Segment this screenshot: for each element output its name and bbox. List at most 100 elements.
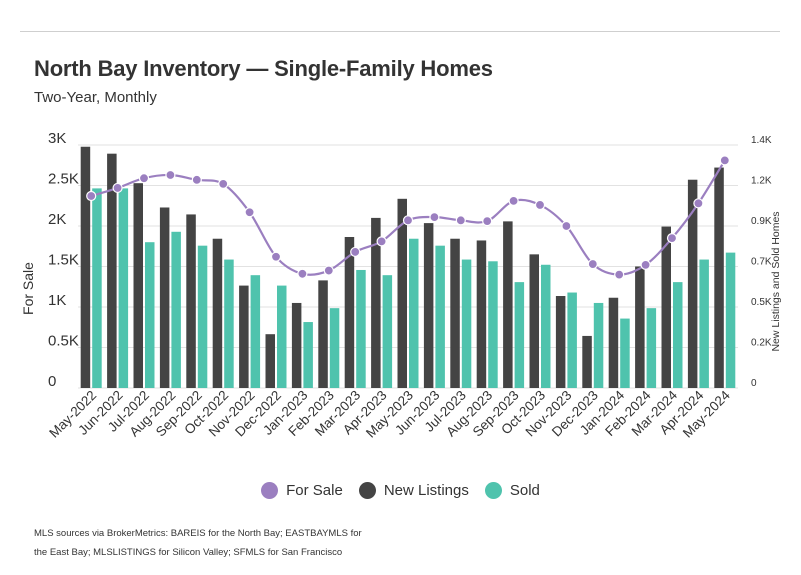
y-tick-label: 1K xyxy=(48,292,66,309)
bar-sold xyxy=(329,308,340,388)
bar-new-listings xyxy=(555,296,566,388)
bar-new-listings xyxy=(133,183,143,388)
y2-tick-label: 0.7K xyxy=(751,257,772,268)
point-for-sale xyxy=(350,246,361,258)
point-for-sale xyxy=(402,215,414,226)
bar-new-listings xyxy=(239,285,249,388)
bar-sold xyxy=(593,302,604,388)
bar-new-listings xyxy=(582,335,592,388)
bar-sold xyxy=(620,318,630,388)
combo-chart: 0 0 0.5K 0.2K 1K 0.5K 1.5K 0.7K 2K 0.9K 2.5K 1.2K 3K… xyxy=(20,130,782,441)
bar-new-listings xyxy=(450,238,460,388)
top-divider xyxy=(20,31,780,32)
point-for-sale xyxy=(165,169,176,181)
point-for-sale xyxy=(244,207,255,218)
bar-new-listings xyxy=(635,266,645,388)
bar-new-listings xyxy=(529,254,539,388)
legend-label-sold: Sold xyxy=(509,482,540,499)
bar-sold xyxy=(435,245,445,388)
point-for-sale xyxy=(666,233,678,244)
bar-new-listings xyxy=(661,226,671,388)
point-for-sale xyxy=(455,215,466,226)
bar-new-listings xyxy=(714,167,724,388)
point-for-sale xyxy=(561,220,572,232)
bar-sold xyxy=(356,269,366,388)
bar-new-listings xyxy=(397,198,407,388)
legend-swatch-for-sale xyxy=(261,482,279,499)
bar-sold xyxy=(514,282,525,388)
bar-sold xyxy=(92,188,102,388)
bar-sold xyxy=(303,322,313,388)
bar-new-listings xyxy=(186,214,196,388)
legend-item-sold: Sold xyxy=(484,482,540,499)
point-for-sale xyxy=(508,195,519,206)
point-for-sale xyxy=(693,198,704,209)
bar-new-listings xyxy=(503,221,513,388)
point-for-sale xyxy=(191,174,202,185)
y2-tick-label: 0.5K xyxy=(751,297,772,308)
bar-sold xyxy=(382,275,393,388)
bar-new-listings xyxy=(318,280,328,388)
bar-new-listings xyxy=(107,153,117,388)
point-for-sale xyxy=(719,155,730,166)
bar-sold xyxy=(277,285,287,388)
bar-new-listings xyxy=(608,297,619,388)
bar-new-listings xyxy=(212,238,223,388)
y2-axis-title: New Listings and Sold Homes xyxy=(770,211,782,351)
chart-legend: For Sale New Listings Sold xyxy=(0,482,801,499)
point-for-sale xyxy=(297,268,308,279)
point-for-sale xyxy=(587,258,598,270)
bar-sold xyxy=(673,282,683,388)
bar-new-listings xyxy=(344,236,355,388)
y2-tick-label: 1.2K xyxy=(751,176,772,187)
point-for-sale xyxy=(323,265,334,276)
bar-new-listings xyxy=(476,240,487,388)
point-for-sale xyxy=(640,259,651,270)
chart-title: North Bay Inventory — Single-Family Home… xyxy=(34,56,493,81)
y-tick-label: 0 xyxy=(48,373,56,390)
y-tick-label: 1.5K xyxy=(48,252,79,269)
chart-subtitle: Two-Year, Monthly xyxy=(34,89,157,106)
point-for-sale xyxy=(482,216,493,227)
y2-tick-label: 0 xyxy=(751,378,757,389)
bar-new-listings xyxy=(159,207,170,388)
bar-sold xyxy=(250,275,261,388)
y2-tick-label: 1.4K xyxy=(751,135,772,146)
legend-swatch-sold xyxy=(484,482,502,499)
point-for-sale xyxy=(86,190,97,202)
bar-new-listings xyxy=(371,217,381,388)
bar-sold xyxy=(409,238,419,388)
bar-sold xyxy=(725,252,736,388)
y-axis-title: For Sale xyxy=(20,262,36,315)
bar-sold xyxy=(541,264,551,388)
bar-sold xyxy=(171,231,181,388)
bar-sold xyxy=(197,245,208,388)
point-for-sale xyxy=(218,178,229,189)
bar-sold xyxy=(118,188,129,388)
bar-sold xyxy=(145,242,155,388)
bar-sold xyxy=(488,261,498,388)
point-for-sale xyxy=(270,251,282,262)
legend-swatch-new-listings xyxy=(358,482,376,499)
bar-sold xyxy=(699,259,709,388)
bar-new-listings xyxy=(80,146,91,388)
bar-new-listings xyxy=(291,302,302,388)
source-footnote: MLS sources via BrokerMetrics: BAREIS fo… xyxy=(34,528,362,558)
point-for-sale xyxy=(138,173,150,184)
legend-label-new-listings: New Listings xyxy=(383,482,469,499)
y-tick-label: 0.5K xyxy=(48,333,79,350)
y-tick-label: 2.5K xyxy=(48,171,79,188)
bar-sold xyxy=(224,259,234,388)
y-tick-label: 2K xyxy=(48,211,66,228)
legend-label-for-sale: For Sale xyxy=(286,482,343,499)
bar-sold xyxy=(461,259,472,388)
legend-item-new-listings: New Listings xyxy=(358,482,469,499)
point-for-sale xyxy=(614,269,625,280)
point-for-sale xyxy=(534,199,546,211)
bar-sold xyxy=(646,308,657,388)
point-for-sale xyxy=(112,182,123,194)
point-for-sale xyxy=(429,211,440,223)
legend-item-for-sale: For Sale xyxy=(261,482,343,499)
y2-tick-label: 0.2K xyxy=(751,338,772,349)
